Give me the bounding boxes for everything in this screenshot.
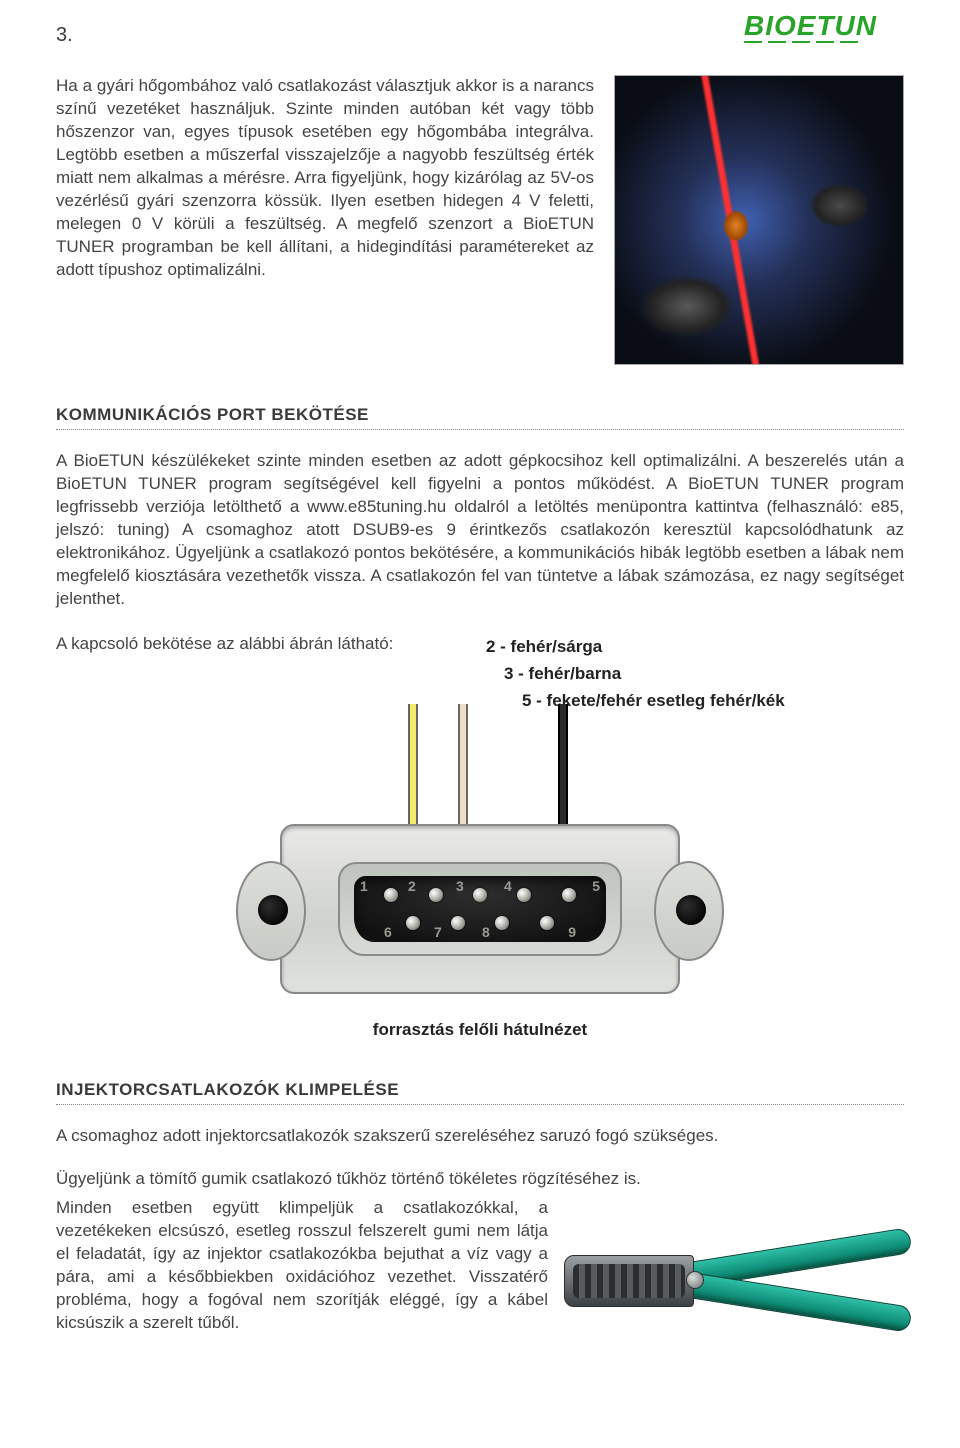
wire-label-2: 2 - fehér/sárga xyxy=(486,633,785,660)
wire-label-3: 3 - fehér/barna xyxy=(486,660,785,687)
pin-3 xyxy=(473,888,487,902)
pin-7 xyxy=(451,916,465,930)
pin-label: 4 xyxy=(504,878,512,894)
brand-logo-underline xyxy=(744,44,904,46)
divider xyxy=(56,429,904,430)
solder-view-caption: forrasztás felőli hátulnézet xyxy=(56,1020,904,1040)
injector-p1: A csomaghoz adott injektorcsatlakozók sz… xyxy=(56,1125,904,1148)
pin-label: 7 xyxy=(434,924,442,940)
pin-label: 3 xyxy=(456,878,464,894)
pin-4 xyxy=(517,888,531,902)
engine-bay-photo xyxy=(614,75,904,365)
pin-2 xyxy=(429,888,443,902)
pin-label: 5 xyxy=(592,878,600,894)
comm-paragraph: A BioETUN készülékeket szinte minden ese… xyxy=(56,450,904,611)
tool-handle-bottom xyxy=(681,1271,912,1333)
intro-paragraph: Ha a gyári hőgombához való csatlakozást … xyxy=(56,75,594,281)
dsub-body: 1 2 3 4 5 6 7 8 9 xyxy=(280,824,680,994)
pin-label: 9 xyxy=(568,924,576,940)
pin-label: 8 xyxy=(482,924,490,940)
injector-p3: Minden esetben együtt klimpeljük a csatl… xyxy=(56,1197,548,1335)
section-heading-injector: INJEKTORCSATLAKOZÓK KLIMPELÉSE xyxy=(56,1080,904,1100)
pin-row-top xyxy=(354,888,606,902)
pin-5 xyxy=(562,888,576,902)
injector-p2: Ügyeljünk a tömítő gumik csatlakozó tűkh… xyxy=(56,1168,904,1191)
dsub-ear-left xyxy=(236,861,306,961)
pin-6 xyxy=(406,916,420,930)
section-heading-comm: KOMMUNIKÁCIÓS PORT BEKÖTÉSE xyxy=(56,405,904,425)
divider xyxy=(56,1104,904,1105)
pin-1 xyxy=(384,888,398,902)
wire-pin5 xyxy=(558,704,568,844)
wire-pin2 xyxy=(408,704,418,844)
dsub-ear-right xyxy=(654,861,724,961)
tool-head xyxy=(564,1255,694,1307)
brand-logo: BIOETUN xyxy=(744,10,904,46)
pin-label: 2 xyxy=(408,878,416,894)
pin-9 xyxy=(540,916,554,930)
wire-pin3 xyxy=(458,704,468,844)
wire-diagram: A kapcsoló bekötése az alábbi ábrán láth… xyxy=(56,633,904,1041)
brand-logo-text: BIOETUN xyxy=(744,10,877,41)
pin-label: 1 xyxy=(360,878,368,894)
dsub9-connector: 1 2 3 4 5 6 7 8 9 xyxy=(240,704,720,1014)
crimping-tool-image xyxy=(564,1227,904,1337)
pin-label: 6 xyxy=(384,924,392,940)
wire-caption: A kapcsoló bekötése az alábbi ábrán láth… xyxy=(56,633,486,656)
tool-pivot xyxy=(686,1271,704,1289)
pin-8 xyxy=(495,916,509,930)
